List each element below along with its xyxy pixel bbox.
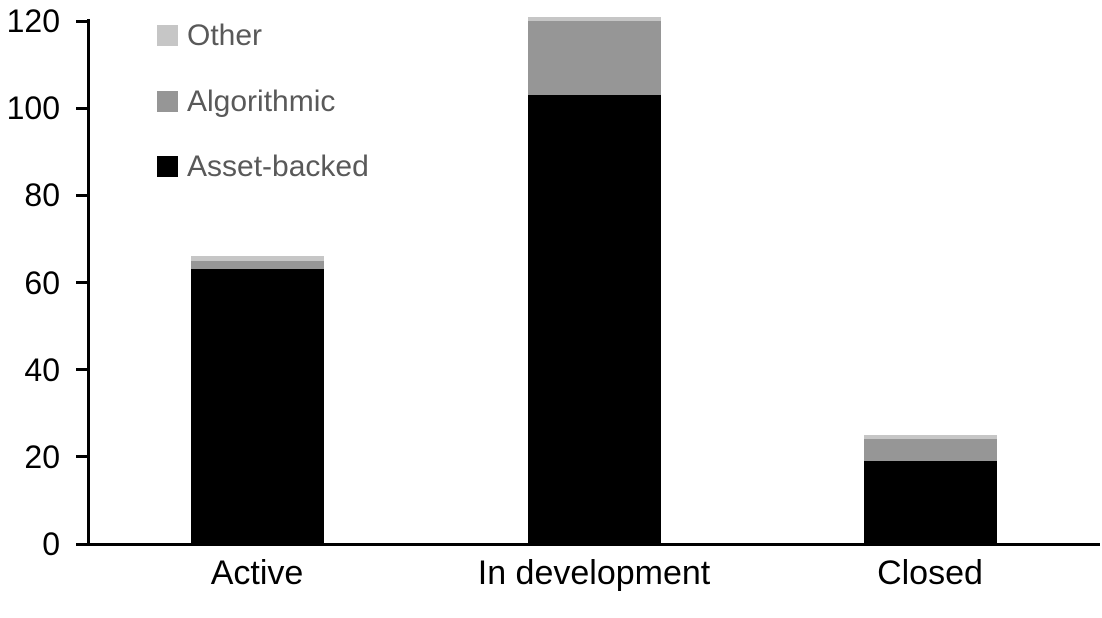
bar-segment-asset-backed-in-development (527, 95, 661, 544)
legend-swatch-icon (157, 156, 178, 177)
bar-segment-algorithmic-closed (863, 439, 997, 462)
bar-segment-asset-backed-active (190, 269, 324, 544)
x-axis-line (76, 543, 1100, 546)
legend-label: Other (187, 19, 263, 52)
y-axis-line (87, 19, 90, 546)
x-axis-category-label: Closed (877, 554, 983, 592)
y-axis-tick-label: 120 (6, 3, 60, 39)
legend-item-asset-backed: Asset-backed (157, 150, 369, 183)
y-axis-tick-mark (76, 368, 88, 372)
bar-segment-other-active (190, 256, 324, 261)
legend-swatch-icon (157, 25, 178, 46)
legend-item-other: Other (157, 19, 263, 52)
legend-item-algorithmic: Algorithmic (157, 84, 336, 118)
y-axis-tick-label: 40 (24, 351, 60, 388)
legend-swatch-icon (157, 90, 178, 112)
y-axis-tick-label: 100 (6, 90, 60, 127)
legend-label: Algorithmic (187, 84, 336, 118)
legend-label: Asset-backed (187, 150, 369, 183)
y-axis-tick-mark (76, 19, 88, 23)
y-axis-tick-label: 80 (24, 177, 60, 214)
y-axis-tick-mark (76, 455, 88, 459)
y-axis-tick-label: 60 (24, 264, 60, 301)
y-axis-tick-mark (76, 106, 88, 110)
bar-segment-asset-backed-closed (863, 461, 997, 544)
bar-segment-other-in-development (527, 16, 661, 21)
x-axis-category-label: In development (477, 554, 711, 592)
bar-segment-algorithmic-active (190, 260, 324, 270)
y-axis-tick-label: 20 (24, 438, 60, 475)
y-axis-tick-mark (76, 542, 88, 546)
y-axis-tick-mark (76, 193, 88, 197)
y-axis-tick-mark (76, 281, 88, 284)
bar-segment-other-closed (863, 435, 997, 440)
bar-segment-algorithmic-in-development (527, 21, 661, 96)
x-axis-category-label: Active (210, 554, 304, 592)
y-axis-tick-label: 0 (42, 526, 60, 562)
